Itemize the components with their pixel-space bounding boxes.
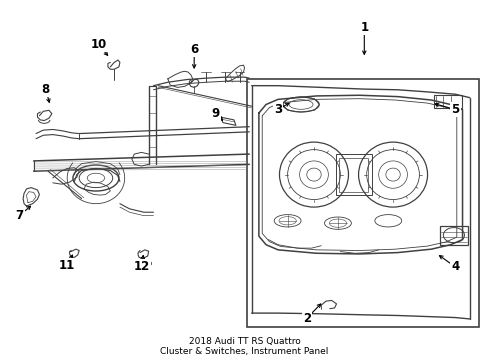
Text: 3: 3 — [273, 103, 282, 116]
Text: 1: 1 — [360, 21, 367, 34]
Bar — [335, 154, 371, 195]
Text: 2: 2 — [302, 312, 310, 325]
Bar — [439, 226, 467, 245]
Text: 5: 5 — [450, 103, 459, 116]
Text: 11: 11 — [59, 259, 75, 272]
Text: 4: 4 — [450, 260, 459, 274]
Bar — [339, 158, 367, 192]
Text: 8: 8 — [41, 82, 50, 96]
Text: 7: 7 — [15, 209, 23, 222]
Bar — [246, 79, 478, 327]
Text: 6: 6 — [190, 43, 198, 56]
Text: 12: 12 — [133, 260, 149, 274]
Text: 9: 9 — [211, 107, 220, 120]
Bar — [433, 95, 461, 108]
Text: 2018 Audi TT RS Quattro
Cluster & Switches, Instrument Panel: 2018 Audi TT RS Quattro Cluster & Switch… — [160, 337, 328, 356]
Text: 10: 10 — [90, 38, 106, 51]
